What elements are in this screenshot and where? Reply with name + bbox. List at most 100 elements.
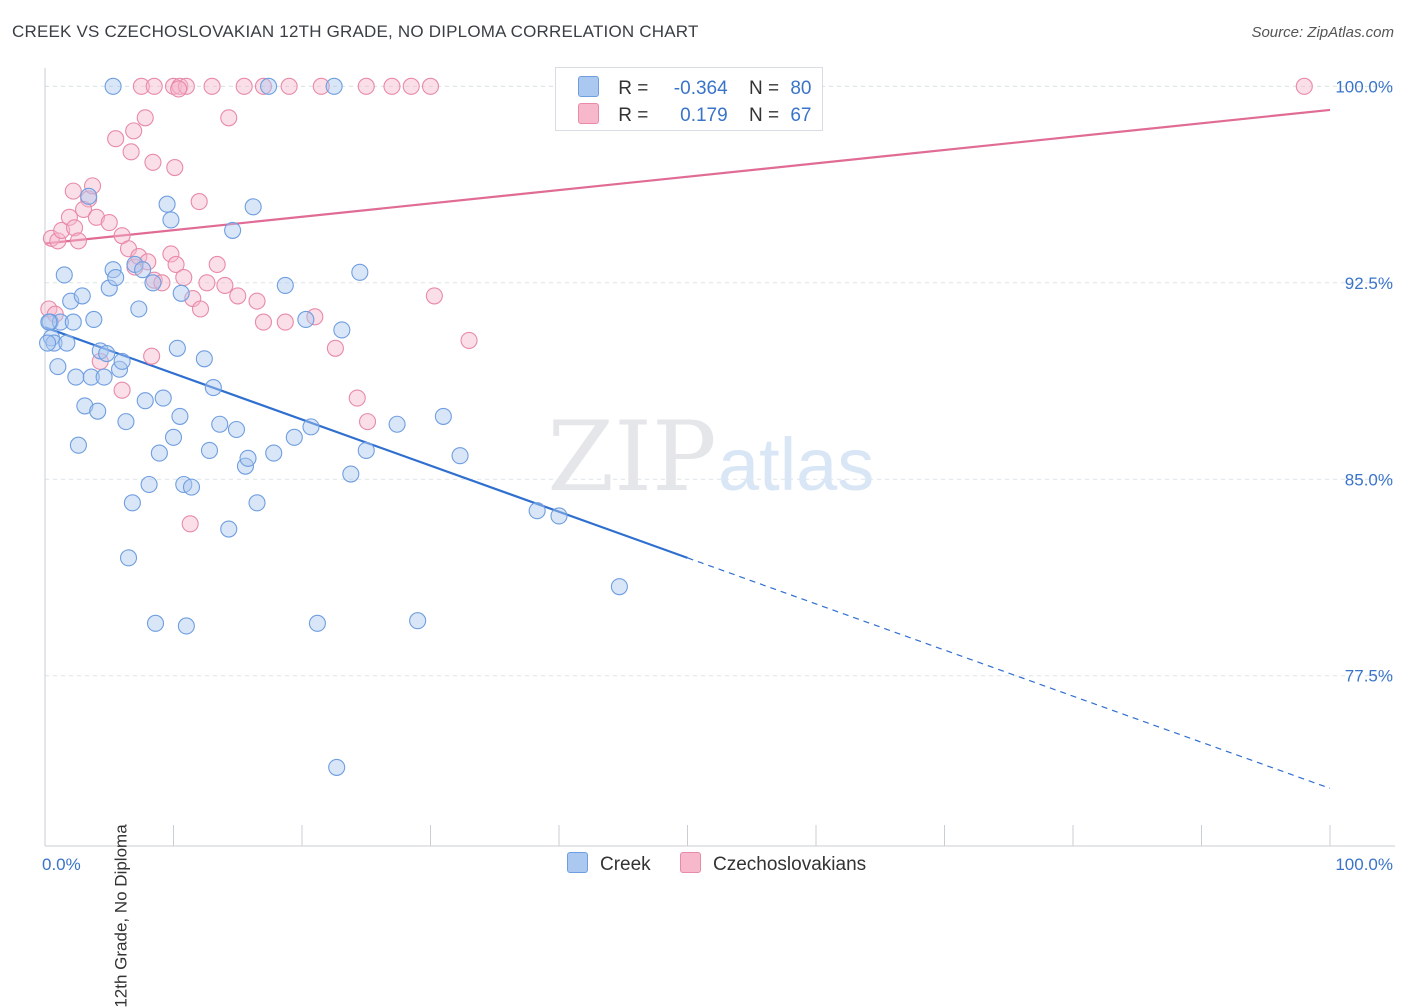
czech-point	[132, 77, 150, 95]
creek-point	[297, 310, 315, 329]
creek-point	[95, 368, 113, 386]
creek-point	[211, 415, 229, 433]
creek-point	[136, 392, 154, 410]
czech-swatch	[578, 103, 599, 124]
y-tick-label: 77.5%	[1345, 667, 1393, 686]
creek-swatch	[567, 852, 588, 873]
creek-point	[434, 407, 452, 425]
n-value: 67	[790, 105, 812, 126]
czech-swatch	[680, 852, 701, 873]
x-tick-label: 100.0%	[1335, 855, 1393, 874]
czech-point	[191, 300, 210, 318]
axes	[44, 68, 1395, 847]
creek-point	[351, 263, 369, 281]
series-legend: Creek Czechoslovakians	[0, 852, 1406, 878]
creek-point	[409, 612, 427, 630]
czech-point	[164, 77, 183, 95]
creek-point	[164, 428, 183, 446]
czech-point	[122, 143, 140, 161]
creek-point	[220, 520, 238, 538]
creek-point	[146, 614, 165, 632]
creek-point	[123, 494, 141, 512]
grid-lines	[45, 85, 1395, 677]
czech-trend-solid	[44, 108, 1331, 245]
czech-point	[425, 287, 443, 305]
czech-point	[162, 245, 180, 263]
creek-point	[80, 187, 98, 205]
legend-label-czech: Czechoslovakians	[713, 854, 867, 875]
czech-point	[130, 248, 148, 266]
watermark: ZIP atlas	[547, 401, 874, 513]
creek-point	[182, 478, 201, 496]
creek-point	[69, 436, 87, 454]
czech-point	[66, 219, 84, 237]
legend-item-czech: Czechoslovakians	[680, 852, 866, 876]
czech-point	[107, 130, 125, 148]
czech-point	[175, 269, 193, 287]
czech-point	[220, 109, 238, 127]
creek-point	[171, 407, 189, 425]
creek-point	[107, 269, 125, 287]
czech-point	[53, 221, 71, 239]
czech-point	[100, 214, 118, 232]
creek-point	[49, 358, 67, 376]
czech-point	[421, 77, 440, 95]
r-label: R =	[618, 105, 649, 126]
creek-point	[64, 313, 82, 331]
creek-point	[195, 350, 213, 368]
creek-point	[342, 465, 360, 483]
czech-point	[153, 274, 171, 292]
czech-point	[326, 339, 344, 357]
creek-point	[204, 379, 222, 397]
tick-labels: 77.5% 85.0% 92.5% 100.0% 0.0% 100.0%	[42, 77, 1393, 874]
czech-point	[75, 200, 93, 219]
czech-point	[276, 313, 294, 331]
r-value: 0.179	[680, 105, 728, 126]
creek-point	[58, 334, 76, 352]
czech-point	[190, 193, 208, 211]
creek-point	[333, 321, 351, 339]
y-tick-label: 85.0%	[1345, 470, 1393, 489]
czech-point	[144, 153, 162, 171]
czech-point	[248, 292, 266, 310]
creek-trend-line	[44, 326, 1331, 789]
creek-point	[73, 287, 91, 305]
creek-point	[302, 418, 320, 436]
czech-trend-line	[44, 108, 1331, 245]
creek-point	[224, 221, 242, 239]
legend-item-creek: Creek	[567, 852, 651, 876]
czech-point	[60, 208, 78, 226]
czech-point	[208, 255, 226, 274]
creek-point	[154, 389, 172, 407]
creek-point	[82, 368, 100, 386]
czech-point	[280, 77, 298, 95]
creek-point	[451, 447, 469, 465]
creek-point	[200, 441, 219, 460]
creek-point	[51, 313, 69, 331]
creek-point	[100, 279, 118, 297]
czech-point	[460, 331, 478, 349]
creek-point	[130, 300, 148, 318]
creek-point	[104, 77, 122, 95]
creek-trend-dashed	[687, 557, 1331, 789]
creek-point	[76, 397, 94, 415]
czech-point	[216, 276, 234, 294]
creek-point	[168, 339, 186, 357]
creek-point	[328, 758, 346, 776]
creek-point	[528, 502, 546, 520]
creek-point	[40, 313, 58, 331]
creek-point	[265, 444, 283, 462]
creek-point	[610, 578, 628, 596]
creek-point	[162, 211, 180, 229]
czech-point	[69, 232, 87, 250]
czech-point	[87, 208, 105, 226]
creek-point	[55, 266, 73, 284]
creek-point	[85, 310, 103, 329]
r-label: R =	[618, 78, 649, 99]
creek-point	[276, 276, 294, 294]
czech-point	[198, 274, 216, 292]
creek-swatch	[578, 76, 599, 97]
creek-point	[119, 549, 138, 567]
legend-row-creek: R = -0.364 N = 80	[578, 76, 811, 100]
czech-point	[312, 77, 330, 95]
